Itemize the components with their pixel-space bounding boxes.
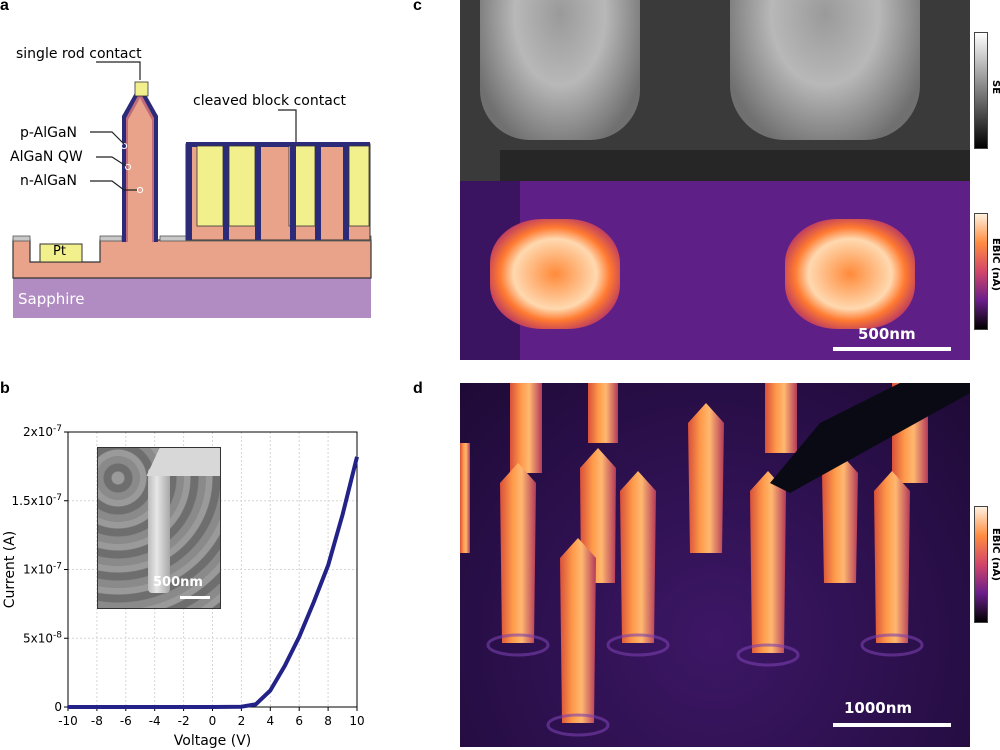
qw-marker [124, 163, 132, 171]
ebic-colorbar-c-label: EBIC (nA) [990, 238, 1000, 291]
pt-contact-pad [39, 243, 83, 263]
single-rod-leader [96, 61, 141, 80]
inset-nanorod [148, 468, 170, 593]
sapphire-substrate [13, 278, 371, 318]
x-tick-label: -8 [91, 714, 103, 728]
d-scalebar-line [833, 723, 951, 727]
ebic-probe-tip [770, 383, 970, 493]
sapphire-label: Sapphire [18, 290, 85, 308]
se-rod-left [480, 0, 640, 140]
c-scalebar-line [833, 347, 951, 351]
cleaved-block-leader [278, 109, 297, 142]
ebic-image-d: 1000nm [460, 383, 970, 747]
cleaved-block-top-contact [186, 142, 370, 147]
nanorod-core [128, 98, 152, 242]
x-tick-label: 4 [266, 714, 274, 728]
dielectric-left [12, 235, 31, 242]
inset-probe [146, 448, 220, 476]
qw-leader [96, 156, 127, 167]
x-axis-label: Voltage (V) [174, 733, 251, 749]
p-algan-leader [90, 131, 125, 145]
dielectric-middle [99, 235, 123, 242]
n-algan-leader [90, 180, 137, 191]
d-scalebar-text: 1000nm [844, 699, 913, 717]
rod-back-row [510, 383, 928, 483]
panel-label-a: a [0, 0, 9, 14]
ebic-colorbar-d-label: EBIC (nA) [990, 528, 1000, 581]
ebic-hotspot-right [785, 219, 915, 329]
n-algan-label: n-AlGaN [20, 173, 77, 189]
se-colorbar-label: SE [990, 80, 1000, 95]
panel-label-d: d [413, 380, 423, 397]
ebic-image-c: 500nm [460, 181, 970, 360]
pt-label: Pt [53, 244, 66, 259]
x-tick-label: -4 [149, 714, 161, 728]
x-tick-label: 6 [295, 714, 303, 728]
se-image [460, 0, 970, 181]
ebic-hotspot-left [490, 219, 620, 329]
y-tick-label: 1x10-7 [23, 562, 62, 577]
x-tick-label: -2 [178, 714, 190, 728]
y-tick-label: 2x10-7 [23, 424, 62, 439]
x-tick-label: 10 [349, 714, 364, 728]
c-scalebar-text: 500nm [858, 325, 916, 343]
nanorod-array [460, 383, 970, 737]
rod-front-row [500, 463, 910, 723]
single-rod-contact-label: single rod contact [16, 46, 142, 62]
se-rod-right [730, 0, 920, 140]
inset-sem-image: 500nm [97, 447, 221, 609]
x-tick-label: 2 [238, 714, 246, 728]
y-tick-label: 0 [54, 700, 62, 714]
ebic-colorbar-c [974, 213, 988, 330]
ebic-colorbar-d [974, 506, 988, 623]
panel-label-c: c [413, 0, 422, 14]
inset-scalebar-text: 500nm [153, 575, 203, 590]
se-dark-band [500, 150, 970, 181]
algan-qw-label: AlGaN QW [10, 149, 83, 165]
x-tick-label: 0 [209, 714, 217, 728]
y-axis-label: Current (A) [2, 531, 18, 609]
rod-middle-row [460, 403, 858, 583]
device-schematic [12, 61, 372, 318]
rod-tip-contact [134, 81, 149, 97]
cleaved-block-contact-label: cleaved block contact [193, 93, 347, 109]
block-contact-stripes [186, 145, 370, 240]
panel-label-b: b [0, 380, 10, 397]
rod-base-rings [486, 633, 924, 737]
y-tick-label: 5x10-8 [23, 630, 62, 645]
x-tick-label: -10 [58, 714, 78, 728]
x-tick-label: -6 [120, 714, 132, 728]
se-colorbar [974, 32, 988, 149]
x-tick-label: 8 [324, 714, 332, 728]
y-tick-label: 1.5x10-7 [12, 493, 62, 508]
n-algan-marker [136, 186, 144, 194]
inset-scalebar-line [180, 596, 210, 599]
p-algan-label: p-AlGaN [20, 125, 77, 141]
